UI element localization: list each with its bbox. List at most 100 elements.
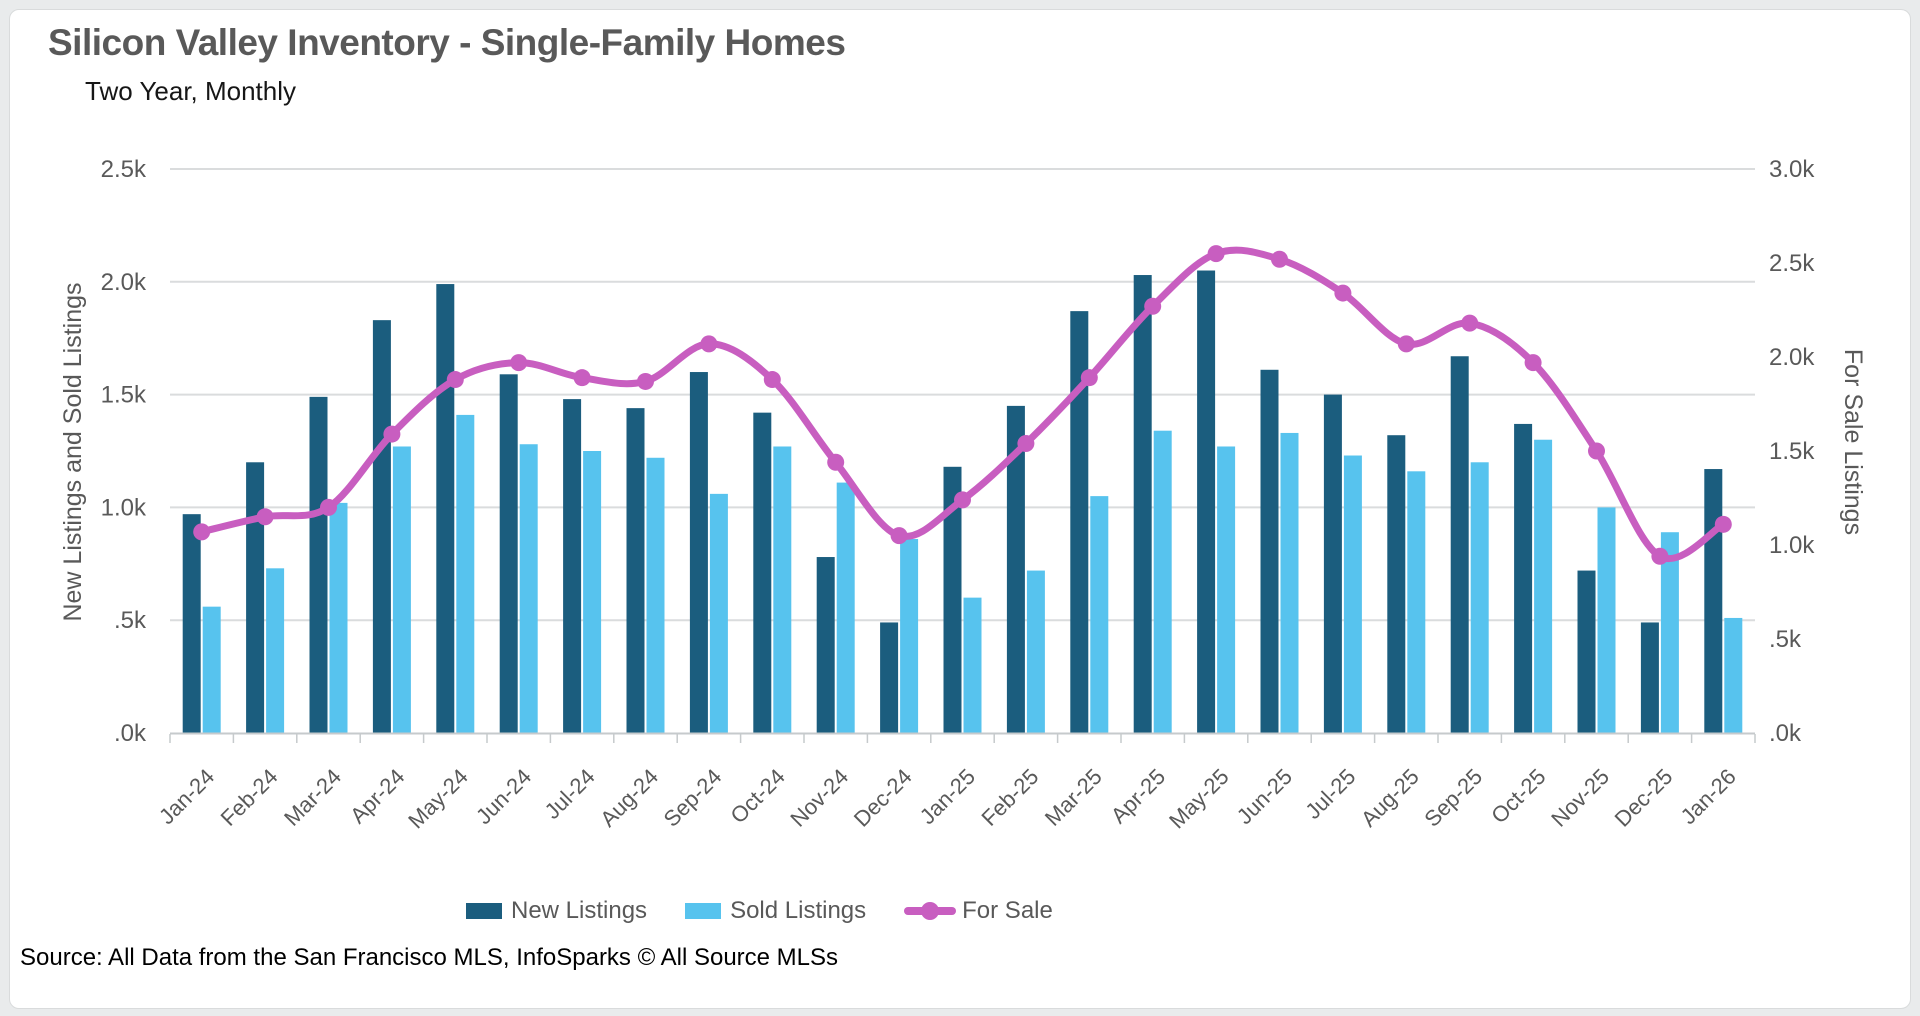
bar-new-listings: [372, 320, 391, 733]
right-axis-tick: .5k: [1769, 626, 1802, 653]
bar-new-listings: [436, 284, 455, 733]
for-sale-point: [573, 369, 591, 387]
chart-legend: New Listings Sold Listings For Sale: [466, 897, 1091, 925]
bar-sold-listings: [1026, 570, 1045, 733]
x-axis-label: Nov-25: [1546, 764, 1614, 832]
for-sale-point: [1651, 547, 1669, 565]
new-listings-swatch-icon: [466, 903, 502, 919]
right-axis-tick: 2.5k: [1769, 250, 1815, 277]
bar-new-listings: [1006, 405, 1025, 733]
bar-sold-listings: [1724, 617, 1743, 733]
x-axis-label: Jun-24: [471, 764, 536, 829]
x-axis-label: Dec-24: [849, 764, 917, 832]
sold-listings-swatch-icon: [685, 903, 722, 919]
bar-new-listings: [1323, 394, 1342, 733]
bar-new-listings: [1577, 570, 1596, 733]
legend-item-sold-listings: Sold Listings: [685, 897, 866, 925]
for-sale-line-icon: [904, 902, 957, 920]
x-axis-label: Mar-24: [279, 764, 346, 831]
bar-sold-listings: [202, 606, 221, 733]
bar-sold-listings: [1153, 430, 1172, 733]
x-axis-label: May-24: [403, 764, 473, 834]
left-axis-tick: .5k: [114, 607, 147, 634]
for-sale-point: [954, 491, 971, 509]
bar-sold-listings: [836, 482, 855, 733]
for-sale-point: [1334, 284, 1352, 302]
bar-new-listings: [246, 462, 265, 733]
x-axis-label: Feb-24: [216, 764, 283, 831]
left-axis-tick: 2.0k: [101, 269, 147, 296]
for-sale-point: [1524, 354, 1542, 372]
for-sale-point: [890, 527, 908, 545]
x-axis-label: Aug-24: [595, 764, 663, 832]
for-sale-point: [827, 453, 845, 471]
for-sale-point: [256, 508, 274, 526]
bar-new-listings: [943, 466, 962, 733]
for-sale-point: [1080, 369, 1098, 387]
bar-new-listings: [689, 372, 708, 733]
bar-sold-listings: [329, 502, 348, 733]
right-axis-tick: 1.0k: [1769, 532, 1815, 559]
x-axis-label: Aug-25: [1356, 764, 1424, 832]
x-axis-label: Apr-25: [1106, 764, 1170, 828]
x-axis-label: Jun-25: [1232, 764, 1297, 829]
x-axis-label: Jan-26: [1676, 764, 1741, 829]
bar-sold-listings: [1660, 532, 1679, 733]
legend-label: New Listings: [511, 897, 648, 924]
bar-new-listings: [1640, 622, 1659, 733]
x-axis-label: Oct-25: [1486, 764, 1550, 828]
bar-sold-listings: [646, 457, 665, 733]
legend-label: Sold Listings: [730, 897, 867, 924]
bar-sold-listings: [1534, 439, 1553, 733]
bar-sold-listings: [392, 446, 411, 733]
bar-sold-listings: [456, 414, 475, 733]
bar-new-listings: [1260, 369, 1279, 733]
x-axis-label: Feb-25: [976, 764, 1043, 831]
for-sale-point: [1271, 250, 1288, 268]
for-sale-point: [1397, 335, 1415, 353]
for-sale-point: [193, 523, 211, 541]
source-attribution: Source: All Data from the San Francisco …: [20, 944, 839, 971]
legend-label: For Sale: [962, 897, 1053, 924]
right-axis-title: For Sale Listings: [1839, 348, 1867, 536]
bar-new-listings: [1450, 356, 1469, 733]
bar-sold-listings: [709, 493, 728, 733]
bar-sold-listings: [1407, 471, 1426, 733]
bar-sold-listings: [1090, 496, 1109, 733]
left-axis-title: New Listings and Sold Listings: [59, 282, 87, 622]
bar-sold-listings: [1597, 507, 1616, 733]
for-sale-line: [193, 245, 1732, 565]
for-sale-point: [637, 372, 654, 390]
for-sale-point: [320, 498, 337, 516]
bar-new-listings: [753, 412, 772, 733]
bar-sold-listings: [1280, 432, 1299, 733]
x-axis-label: Jul-25: [1300, 764, 1360, 824]
bar-new-listings: [1704, 469, 1723, 733]
bar-sold-listings: [266, 568, 285, 733]
page-title: Silicon Valley Inventory - Single-Family…: [48, 22, 846, 63]
x-axis-label: Dec-25: [1610, 764, 1678, 832]
page-subtitle: Two Year, Monthly: [85, 76, 297, 106]
for-sale-point: [1588, 442, 1605, 460]
x-axis: [169, 732, 1756, 743]
bar-sold-listings: [1470, 462, 1489, 733]
for-sale-point: [1144, 297, 1162, 315]
legend-item-for-sale: For Sale: [904, 897, 1053, 925]
x-axis-label: Mar-25: [1040, 764, 1107, 831]
for-sale-point: [1461, 314, 1479, 332]
legend-item-new-listings: New Listings: [466, 897, 647, 925]
x-axis-label: May-25: [1164, 764, 1234, 834]
bar-new-listings: [816, 557, 835, 733]
left-axis-tick: .0k: [114, 720, 147, 747]
left-axis-tick: 2.5k: [101, 156, 147, 183]
bar-new-listings: [1133, 275, 1152, 733]
x-axis-label: Jan-25: [915, 764, 980, 829]
for-sale-point: [1714, 515, 1732, 533]
bar-new-listings: [880, 622, 899, 733]
bar-new-listings: [309, 396, 328, 733]
bar-sold-listings: [583, 451, 602, 733]
bar-sold-listings: [1343, 455, 1362, 733]
for-sale-point: [1207, 245, 1225, 263]
